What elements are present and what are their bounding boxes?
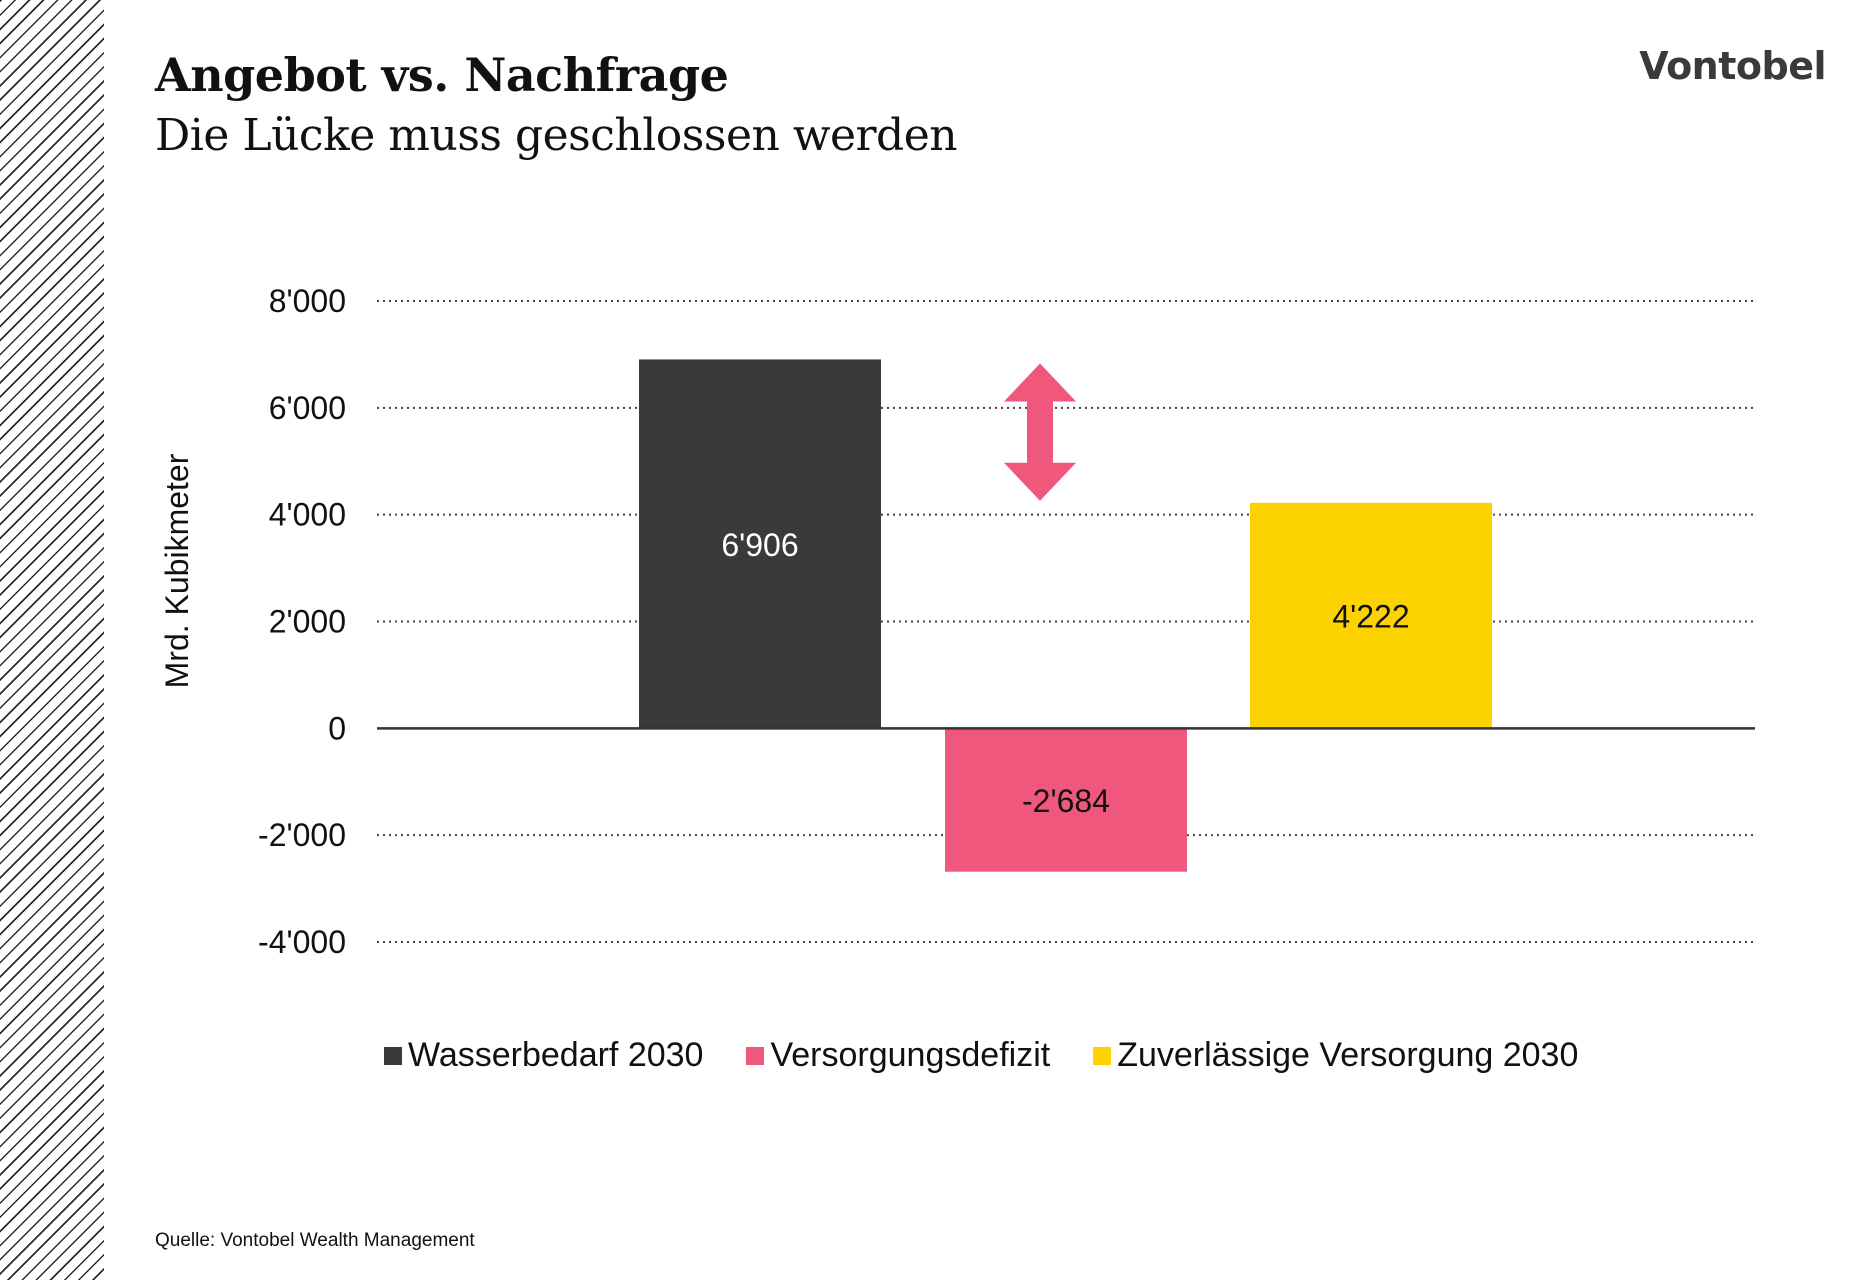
legend-label-versorgungsdefizit: Versorgungsdefizit	[770, 1036, 1051, 1074]
legend-swatch-zuverlaessige-versorgung	[1093, 1046, 1112, 1065]
legend-item-zuverlaessige-versorgung: Zuverlässige Versorgung 2030	[1093, 1036, 1578, 1075]
source-note: Quelle: Vontobel Wealth Management	[155, 1230, 475, 1251]
gap-double-arrow	[1004, 363, 1076, 501]
legend-swatch-versorgungsdefizit	[746, 1046, 765, 1065]
y-tick-label: 2'000	[269, 604, 346, 640]
bar-zuverlaessige-versorgung	[1250, 502, 1492, 729]
chart-title: Angebot vs. Nachfrage	[155, 48, 729, 102]
data-label-wasserbedarf: 6'906	[721, 527, 798, 563]
legend-item-versorgungsdefizit: Versorgungsdefizit	[746, 1036, 1050, 1075]
data-label-zuverlaessige-versorgung: 4'222	[1332, 599, 1409, 635]
brand-logo: Vontobel	[1639, 44, 1826, 88]
y-tick-label: 6'000	[269, 390, 346, 426]
legend-item-wasserbedarf: Wasserbedarf 2030	[384, 1036, 703, 1075]
y-axis-label: Mrd. Kubikmeter	[159, 453, 195, 688]
data-label-versorgungsdefizit: -2'684	[1022, 783, 1110, 819]
y-tick-label: -2'000	[258, 817, 346, 853]
legend-label-wasserbedarf: Wasserbedarf 2030	[408, 1036, 704, 1074]
y-tick-label: 0	[328, 710, 346, 746]
chart-subtitle: Die Lücke muss geschlossen werden	[155, 110, 958, 161]
bar-versorgungsdefizit	[945, 728, 1187, 872]
chart-legend: Wasserbedarf 2030 Versorgungsdefizit Zuv…	[384, 1036, 1621, 1075]
legend-label-zuverlaessige-versorgung: Zuverlässige Versorgung 2030	[1117, 1036, 1579, 1074]
hatched-side-band	[0, 0, 104, 1280]
legend-swatch-wasserbedarf	[384, 1046, 402, 1065]
y-tick-label: 8'000	[269, 283, 346, 319]
y-tick-label: -4'000	[258, 924, 346, 960]
bar-wasserbedarf	[639, 359, 881, 729]
y-tick-label: 4'000	[269, 497, 346, 533]
